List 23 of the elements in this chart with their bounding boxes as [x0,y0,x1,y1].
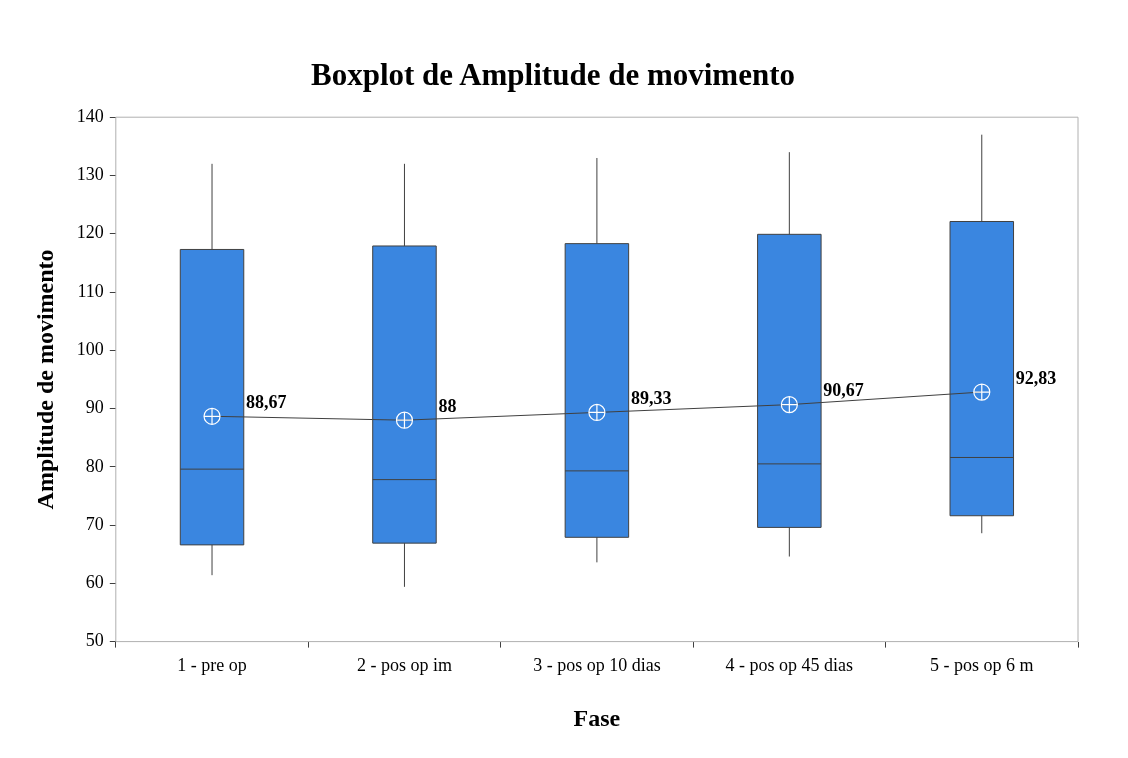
x-tick-label: 3 - pos op 10 dias [533,655,661,676]
y-tick-label: 120 [76,222,104,243]
data-label: 92,83 [1015,367,1057,388]
y-tick-label: 140 [76,105,104,126]
y-tick-label: 70 [85,513,104,534]
y-tick-label: 100 [76,339,104,359]
y-axis-title: Amplitude de movimento [31,249,58,510]
data-label: 88 [438,395,457,416]
x-tick-label: 5 - pos op 6 m [930,655,1034,676]
x-tick-label: 2 - pos op im [356,655,452,676]
y-tick-label: 110 [77,280,104,301]
y-tick-label: 80 [85,455,104,476]
y-tick-label: 90 [85,397,104,418]
x-tick-label: 4 - pos op 45 dias [725,655,854,676]
x-axis-title: Fase [573,704,621,731]
data-label: 90,67 [823,380,864,401]
y-tick-label: 130 [76,164,104,185]
data-label: 88,67 [246,391,287,412]
x-tick-label: 1 - pre op [177,655,247,676]
chart-title: Boxplot de Amplitude de movimento [311,56,795,92]
y-tick-label: 50 [85,630,104,651]
y-tick-label: 60 [85,572,104,593]
data-label: 89,33 [630,388,672,409]
